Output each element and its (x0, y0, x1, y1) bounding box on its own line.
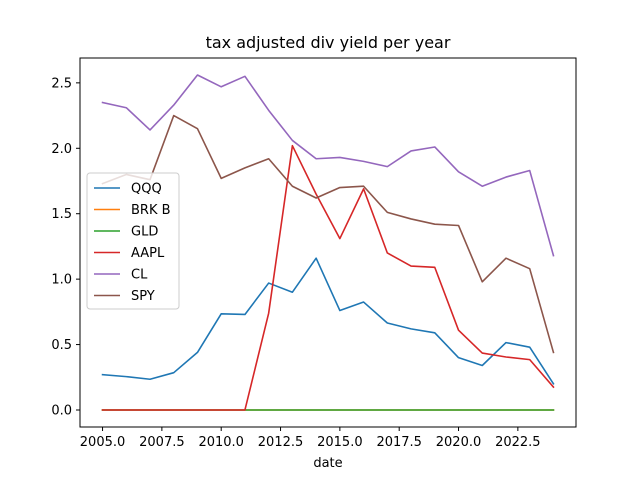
legend-box (86, 172, 180, 310)
legend-label-gld: GLD (131, 225, 158, 240)
y-tick-label: 1.5 (51, 207, 72, 222)
x-tick-label: 2015.0 (317, 435, 363, 450)
y-tick-label: 2.0 (51, 142, 72, 157)
x-tick-label: 2020.0 (436, 435, 482, 450)
x-tick-label: 2010.0 (198, 435, 244, 450)
chart-title: tax adjusted div yield per year (206, 33, 451, 52)
series-line-qqq (101, 257, 555, 385)
y-tick-label: 1.0 (51, 273, 72, 288)
plot-frame (79, 57, 577, 428)
x-axis-label: date (313, 456, 342, 471)
y-axis-ticks: 0.0 0.5 1.0 1.5 2.0 2.5 (51, 76, 80, 418)
y-tick-label: 0.5 (51, 338, 72, 353)
x-tick-label: 2017.5 (376, 435, 422, 450)
y-tick-label: 0.0 (51, 403, 72, 418)
y-tick-label: 2.5 (51, 76, 72, 91)
legend-label-spy: SPY (131, 289, 155, 304)
x-tick-label: 2022.5 (495, 435, 541, 450)
x-tick-label: 2012.5 (258, 435, 304, 450)
legend-label-aapl: AAPL (131, 246, 165, 261)
series-line-cl (101, 74, 555, 257)
legend-label-cl: CL (131, 268, 148, 283)
legend-label-qqq: QQQ (131, 182, 162, 197)
x-axis-ticks: 2005.0 2007.5 2010.0 2012.5 2015.0 2017.5 2020… (80, 427, 541, 450)
legend: QQQ BRK B GLD AAPL CL SPY (86, 172, 180, 310)
x-tick-label: 2005.0 (80, 435, 126, 450)
legend-label-brk-b: BRK B (131, 203, 171, 218)
x-tick-label: 2007.5 (139, 435, 185, 450)
series-line-spy (101, 114, 555, 354)
series-lines (101, 74, 555, 411)
series-line-aapl (101, 144, 555, 411)
